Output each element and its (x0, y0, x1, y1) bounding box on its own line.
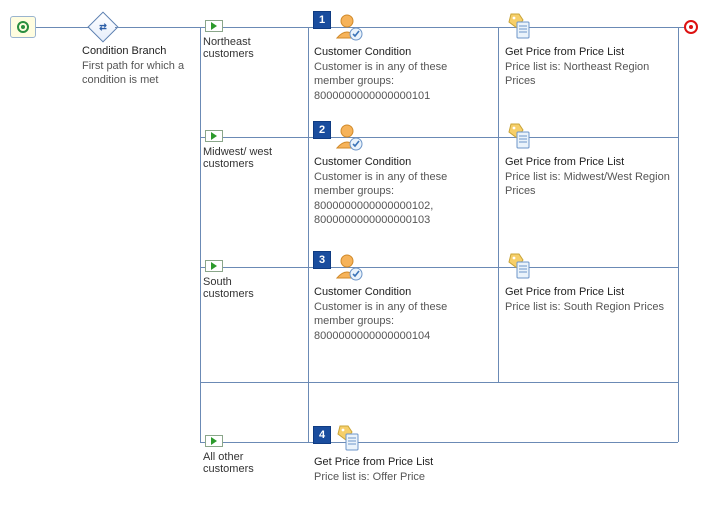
badge-text: 4 (319, 429, 325, 441)
step-number-badge: 4 (313, 426, 331, 444)
path-label-text: South customers (203, 276, 254, 300)
customer-icon (334, 252, 364, 282)
path-label: Northeast customers (203, 36, 283, 60)
connector (498, 267, 499, 382)
path-label-text: Midwest/ west customers (203, 146, 272, 170)
block-title: Customer Condition (314, 286, 484, 298)
path-label-text: Northeast customers (203, 36, 254, 60)
path-arrow-icon[interactable] (205, 20, 223, 32)
connector (200, 382, 678, 383)
block-title: Get Price from Price List (505, 286, 680, 298)
badge-text: 1 (319, 14, 325, 26)
block-subtitle: Customer is in any of these member group… (314, 60, 484, 103)
connector (200, 442, 678, 443)
connector (498, 137, 499, 267)
customer-condition-block[interactable]: Customer Condition Customer is in any of… (314, 46, 484, 103)
step-number-badge: 1 (313, 11, 331, 29)
connector (308, 382, 309, 442)
block-subtitle: Price list is: Offer Price (314, 470, 534, 484)
connector (498, 27, 499, 137)
path-arrow-icon[interactable] (205, 260, 223, 272)
badge-text: 2 (319, 124, 325, 136)
block-title: Customer Condition (314, 46, 484, 58)
step-number-badge: 3 (313, 251, 331, 269)
connector (308, 267, 309, 382)
customer-condition-block[interactable]: Customer Condition Customer is in any of… (314, 286, 484, 343)
connector (308, 137, 309, 267)
step-number-badge: 2 (313, 121, 331, 139)
price-list-block[interactable]: Get Price from Price List Price list is:… (505, 286, 680, 314)
price-list-block[interactable]: Get Price from Price List Price list is:… (505, 46, 680, 89)
block-subtitle: Price list is: Northeast Region Prices (505, 60, 680, 89)
condition-branch-node[interactable]: ⇄ (87, 11, 118, 42)
start-node[interactable] (10, 16, 36, 38)
connector (678, 27, 679, 442)
block-subtitle: Customer is in any of these member group… (314, 170, 484, 227)
connector (200, 27, 201, 442)
path-label: Midwest/ west customers (203, 146, 283, 170)
path-label: South customers (203, 276, 283, 300)
block-title: Customer Condition (314, 156, 484, 168)
customer-icon (334, 12, 364, 42)
block-subtitle: Price list is: South Region Prices (505, 300, 680, 314)
path-arrow-icon[interactable] (205, 435, 223, 447)
block-subtitle: Price list is: Midwest/West Region Price… (505, 170, 680, 199)
block-title: Get Price from Price List (505, 156, 680, 168)
price-list-icon (505, 12, 531, 40)
price-list-icon (505, 252, 531, 280)
block-subtitle: Customer is in any of these member group… (314, 300, 484, 343)
connector (200, 137, 678, 138)
connector (200, 27, 201, 28)
condition-branch-label: Condition Branch First path for which a … (82, 45, 192, 88)
price-list-icon (334, 424, 360, 452)
block-title: Get Price from Price List (314, 456, 534, 468)
connector (200, 267, 678, 268)
path-label-text: All other customers (203, 451, 254, 475)
block-title: Get Price from Price List (505, 46, 680, 58)
path-arrow-icon[interactable] (205, 130, 223, 142)
customer-icon (334, 122, 364, 152)
connector (36, 27, 91, 28)
price-list-icon (505, 122, 531, 150)
condition-branch-subtitle: First path for which a condition is met (82, 59, 192, 88)
price-list-block[interactable]: Get Price from Price List Price list is:… (314, 456, 534, 484)
workflow-canvas: ⇄ Condition Branch First path for which … (8, 8, 699, 505)
condition-branch-title: Condition Branch (82, 45, 192, 57)
badge-text: 3 (319, 254, 325, 266)
end-node[interactable] (684, 20, 698, 34)
price-list-block[interactable]: Get Price from Price List Price list is:… (505, 156, 680, 199)
customer-condition-block[interactable]: Customer Condition Customer is in any of… (314, 156, 484, 227)
start-icon (17, 21, 29, 33)
path-label: All other customers (203, 451, 283, 475)
connector (308, 27, 309, 137)
